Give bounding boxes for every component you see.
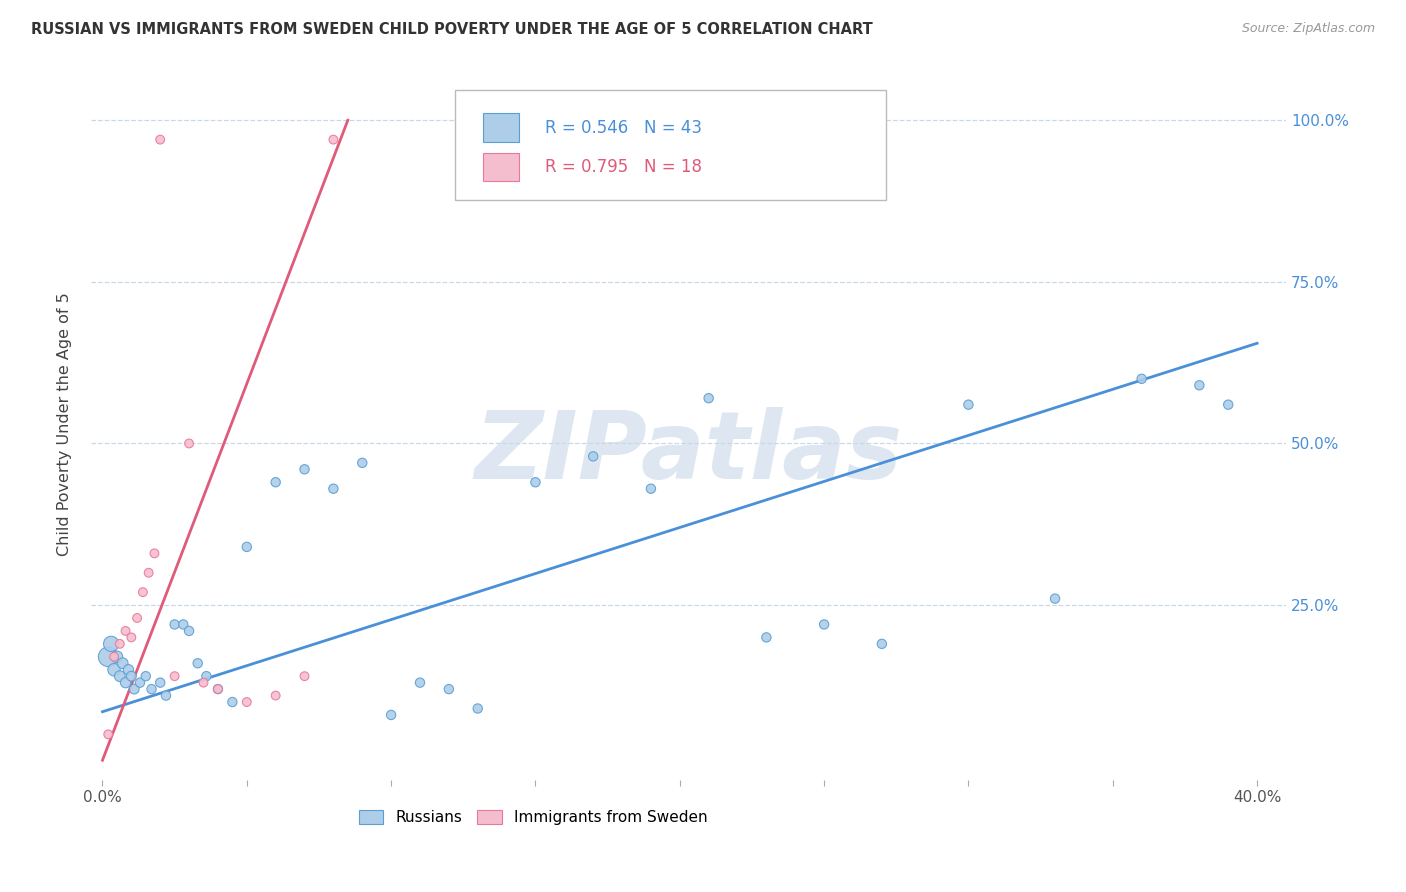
Point xyxy=(141,682,163,697)
Text: R = 0.795   N = 18: R = 0.795 N = 18 xyxy=(546,158,702,176)
Point xyxy=(105,649,128,664)
Point xyxy=(640,482,662,496)
Point xyxy=(322,482,344,496)
Point xyxy=(1188,378,1211,392)
Point xyxy=(129,675,152,690)
Point xyxy=(108,669,131,683)
Point xyxy=(264,475,287,490)
Point xyxy=(120,669,142,683)
Point xyxy=(1043,591,1066,606)
Point xyxy=(149,133,172,147)
Text: R = 0.546   N = 43: R = 0.546 N = 43 xyxy=(546,119,702,136)
Point xyxy=(236,540,259,554)
Point xyxy=(103,663,125,677)
Point xyxy=(108,637,131,651)
Point xyxy=(143,546,166,560)
Point xyxy=(132,585,155,599)
Point xyxy=(103,649,125,664)
FancyBboxPatch shape xyxy=(482,113,519,142)
Point xyxy=(155,689,177,703)
Point xyxy=(697,391,720,405)
Point xyxy=(117,663,139,677)
Point xyxy=(100,637,122,651)
Text: Source: ZipAtlas.com: Source: ZipAtlas.com xyxy=(1241,22,1375,36)
Text: ZIPatlas: ZIPatlas xyxy=(474,407,903,499)
Point xyxy=(380,708,402,723)
Point xyxy=(172,617,194,632)
Point xyxy=(120,631,142,645)
Point xyxy=(813,617,835,632)
Point xyxy=(187,657,209,671)
FancyBboxPatch shape xyxy=(456,90,886,200)
Point xyxy=(97,649,120,664)
Point xyxy=(437,682,460,697)
Point xyxy=(236,695,259,709)
Text: RUSSIAN VS IMMIGRANTS FROM SWEDEN CHILD POVERTY UNDER THE AGE OF 5 CORRELATION C: RUSSIAN VS IMMIGRANTS FROM SWEDEN CHILD … xyxy=(31,22,873,37)
Point xyxy=(138,566,160,580)
Point xyxy=(177,624,200,638)
Point xyxy=(294,462,316,476)
Point xyxy=(582,450,605,464)
Point xyxy=(127,611,149,625)
FancyBboxPatch shape xyxy=(482,153,519,181)
Point xyxy=(207,682,229,697)
Point xyxy=(111,657,134,671)
Point xyxy=(97,727,120,741)
Point xyxy=(114,624,136,638)
Point xyxy=(163,669,186,683)
Point xyxy=(409,675,432,690)
Point xyxy=(322,133,344,147)
Point xyxy=(1218,398,1240,412)
Point xyxy=(221,695,243,709)
Point xyxy=(163,617,186,632)
Legend: Russians, Immigrants from Sweden: Russians, Immigrants from Sweden xyxy=(359,810,707,825)
Point xyxy=(122,682,145,697)
Y-axis label: Child Poverty Under the Age of 5: Child Poverty Under the Age of 5 xyxy=(58,293,72,556)
Point xyxy=(755,631,778,645)
Point xyxy=(195,669,218,683)
Point xyxy=(1130,372,1153,386)
Point xyxy=(264,689,287,703)
Point xyxy=(467,701,489,715)
Point xyxy=(870,637,893,651)
Point xyxy=(114,675,136,690)
Point xyxy=(207,682,229,697)
Point xyxy=(524,475,547,490)
Point xyxy=(294,669,316,683)
Point xyxy=(135,669,157,683)
Point xyxy=(149,675,172,690)
Point xyxy=(957,398,980,412)
Point xyxy=(177,436,200,450)
Point xyxy=(193,675,215,690)
Point xyxy=(352,456,374,470)
